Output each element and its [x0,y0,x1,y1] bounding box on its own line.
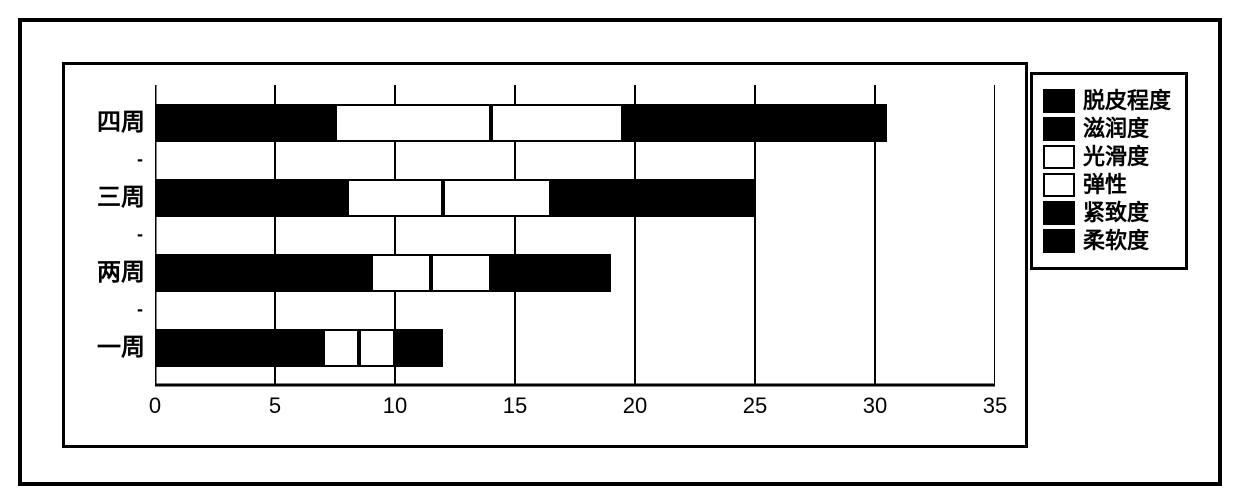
y-tick-label: 四周 [65,111,145,135]
x-tick: 30 [863,395,887,417]
bar-segment [251,329,323,367]
y-minor-tick: - [137,225,151,243]
bar-segment [155,179,275,217]
legend-item: 弹性 [1043,173,1171,197]
legend-swatch [1043,173,1075,197]
chart-outer-frame: 四周 - 三周 - 两周 - 一周 0 5 10 15 20 25 30 35 脱皮程度滋润度光滑度弹性紧… [18,18,1222,486]
bar-segment [551,254,611,292]
x-tick: 20 [623,395,647,417]
x-tick: 10 [383,395,407,417]
bar-segment [155,329,251,367]
x-tick: 0 [149,395,161,417]
bar-segment [155,254,275,292]
y-minor-tick: - [137,300,151,318]
legend-label: 滋润度 [1083,118,1149,140]
y-tick-label: 一周 [65,336,145,360]
legend-item: 柔软度 [1043,229,1171,253]
legend-label: 光滑度 [1083,146,1149,168]
bar-segment [443,179,551,217]
bar-segment [155,104,251,142]
bar-segment [419,329,443,367]
legend-label: 脱皮程度 [1083,90,1171,112]
legend-swatch [1043,229,1075,253]
bar-segment [359,329,395,367]
y-minor-tick: - [137,150,151,168]
legend-item: 光滑度 [1043,145,1171,169]
bar-segment [659,179,755,217]
legend-swatch [1043,117,1075,141]
legend-swatch [1043,201,1075,225]
bar-segment [491,254,551,292]
legend-item: 脱皮程度 [1043,89,1171,113]
bar-segment [755,104,887,142]
legend-swatch [1043,89,1075,113]
legend-label: 弹性 [1083,174,1127,196]
bar-segment [251,104,335,142]
legend-item: 滋润度 [1043,117,1171,141]
bar-segment [335,104,491,142]
bar-segment [275,179,347,217]
x-tick: 25 [743,395,767,417]
bar-segment [371,254,431,292]
bar-segment [491,104,623,142]
x-tick: 15 [503,395,527,417]
bar-segment [623,104,755,142]
plot-area [155,85,995,385]
bar-segment [347,179,443,217]
y-tick-label: 两周 [65,261,145,285]
x-tick: 5 [269,395,281,417]
bar-segment [431,254,491,292]
bar-segment [275,254,371,292]
bar-segment [551,179,659,217]
y-tick-label: 三周 [65,186,145,210]
bar-segment [395,329,419,367]
chart-area: 四周 - 三周 - 两周 - 一周 0 5 10 15 20 25 30 35 [62,62,1028,448]
x-tick: 35 [983,395,1007,417]
legend-item: 紧致度 [1043,201,1171,225]
bar-segment [323,329,359,367]
legend-label: 紧致度 [1083,202,1149,224]
legend: 脱皮程度滋润度光滑度弹性紧致度柔软度 [1030,72,1188,270]
legend-swatch [1043,145,1075,169]
page: 四周 - 三周 - 两周 - 一周 0 5 10 15 20 25 30 35 脱皮程度滋润度光滑度弹性紧… [0,0,1240,504]
legend-label: 柔软度 [1083,230,1149,252]
